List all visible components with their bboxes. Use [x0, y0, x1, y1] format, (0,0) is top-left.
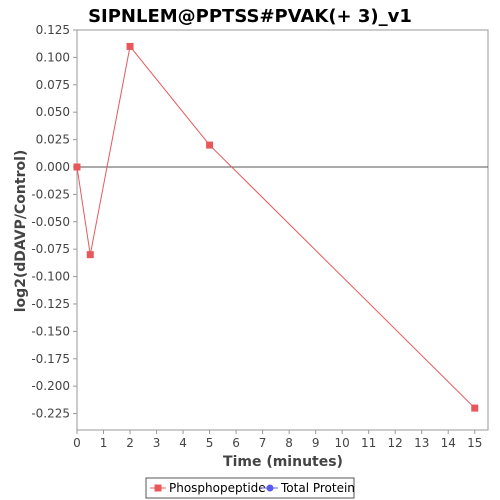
- x-tick-label: 0: [73, 436, 81, 450]
- data-point: [471, 404, 479, 412]
- x-tick-label: 9: [312, 436, 320, 450]
- data-point: [73, 163, 81, 171]
- x-tick-label: 6: [232, 436, 240, 450]
- data-point: [86, 251, 94, 259]
- y-tick-label: -0.175: [31, 352, 70, 366]
- x-tick-label: 3: [153, 436, 161, 450]
- y-tick-label: 0.125: [36, 23, 70, 37]
- y-tick-label: -0.200: [31, 379, 70, 393]
- x-tick-label: 11: [361, 436, 376, 450]
- data-point: [206, 141, 214, 149]
- y-tick-label: -0.100: [31, 270, 70, 284]
- y-axis: 0.125 0.100 0.075 0.050 0.025 0.000 -0.025 -0.0…: [31, 23, 77, 421]
- x-tick-label: 10: [335, 436, 350, 450]
- y-tick-label: 0.025: [36, 133, 70, 147]
- plot-area: [76, 29, 489, 431]
- legend-marker: [266, 484, 274, 492]
- legend-box: [145, 477, 355, 499]
- y-tick-label: -0.025: [31, 187, 70, 201]
- x-axis-label: Time (minutes): [223, 454, 343, 470]
- y-tick-label: -0.050: [31, 215, 70, 229]
- y-axis-label: log2(dDAVP/Control): [13, 150, 29, 313]
- y-tick-label: -0.150: [31, 324, 70, 338]
- x-tick-label: 7: [259, 436, 267, 450]
- y-tick-label: 0.000: [36, 160, 70, 174]
- legend: Phosphopeptide Total Protein: [145, 477, 355, 499]
- x-tick-label: 14: [441, 436, 456, 450]
- y-tick-label: -0.125: [31, 297, 70, 311]
- x-tick-label: 2: [126, 436, 134, 450]
- chart-title: SIPNLEM@PPTSS#PVAK(+ 3)_v1: [88, 6, 412, 27]
- series-layer: [73, 42, 479, 412]
- y-tick-label: 0.100: [36, 50, 70, 64]
- data-point: [126, 42, 134, 50]
- y-tick-label: -0.075: [31, 242, 70, 256]
- legend-marker: [154, 484, 162, 492]
- legend-label: Phosphopeptide: [169, 481, 266, 495]
- y-tick-label: 0.075: [36, 78, 70, 92]
- x-tick-label: 15: [467, 436, 482, 450]
- x-tick-label: 4: [179, 436, 187, 450]
- x-axis: 0 1 2 3 4 5 6 7 8 9 10 11 12 13 14 15: [73, 430, 482, 450]
- y-tick-label: -0.225: [31, 407, 70, 421]
- y-tick-label: 0.050: [36, 105, 70, 119]
- x-tick-label: 5: [206, 436, 214, 450]
- legend-label: Total Protein: [280, 481, 355, 495]
- x-tick-label: 13: [414, 436, 429, 450]
- x-tick-label: 12: [388, 436, 403, 450]
- x-tick-label: 8: [285, 436, 293, 450]
- x-tick-label: 1: [100, 436, 108, 450]
